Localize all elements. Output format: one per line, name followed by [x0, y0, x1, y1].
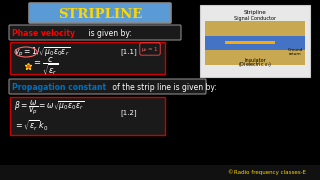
Text: Insulator: Insulator	[244, 57, 266, 62]
Text: $\beta = \dfrac{\omega}{v_p} = \omega\sqrt{\mu_0\varepsilon_0\varepsilon_r}$: $\beta = \dfrac{\omega}{v_p} = \omega\sq…	[14, 99, 84, 117]
Text: Signal Conductor: Signal Conductor	[234, 15, 276, 21]
Text: [1.1]: [1.1]	[120, 49, 137, 55]
Text: is given by:: is given by:	[86, 29, 132, 38]
Text: Radio frequency classes-E: Radio frequency classes-E	[234, 170, 306, 175]
Text: [1.2]: [1.2]	[120, 110, 137, 116]
Text: Phase velocity: Phase velocity	[12, 29, 75, 38]
Bar	[10, 97, 165, 135]
Text: Propagation constant: Propagation constant	[12, 82, 106, 91]
Text: $= \dfrac{c}{\sqrt{\varepsilon_r}}$: $= \dfrac{c}{\sqrt{\varepsilon_r}}$	[32, 55, 59, 76]
Text: $v_p = 1/\sqrt{\mu_0\varepsilon_0\varepsilon_r}$: $v_p = 1/\sqrt{\mu_0\varepsilon_0\vareps…	[14, 45, 70, 59]
Bar	[205, 36, 305, 50]
Bar	[200, 5, 310, 77]
Bar	[205, 21, 305, 36]
Bar	[205, 50, 305, 65]
Text: Stripline: Stripline	[244, 10, 266, 15]
FancyBboxPatch shape	[29, 3, 171, 23]
Text: $\mu_r=1$: $\mu_r=1$	[141, 44, 158, 53]
Bar	[10, 42, 165, 74]
Text: STRIPLINE: STRIPLINE	[58, 8, 142, 21]
Bar	[225, 41, 275, 44]
FancyBboxPatch shape	[9, 79, 206, 94]
Text: (Dielectric $\varepsilon_r$): (Dielectric $\varepsilon_r$)	[238, 60, 272, 69]
FancyBboxPatch shape	[9, 25, 181, 40]
Text: of the strip line is given by:: of the strip line is given by:	[110, 82, 217, 91]
Text: Ground
return: Ground return	[287, 48, 303, 56]
Text: ©: ©	[227, 170, 233, 175]
Bar	[0, 165, 320, 180]
Text: $= \sqrt{\varepsilon_r}\, k_0$: $= \sqrt{\varepsilon_r}\, k_0$	[14, 119, 49, 133]
